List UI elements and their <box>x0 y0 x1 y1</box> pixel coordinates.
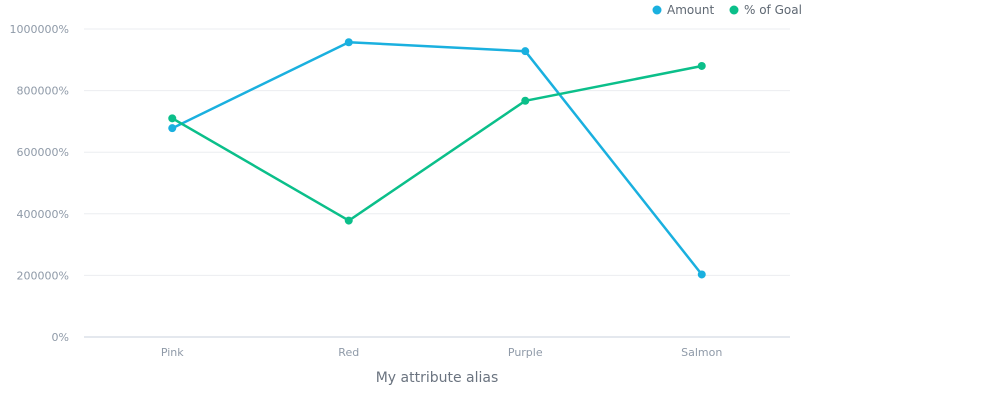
x-tick-label: Purple <box>508 346 543 359</box>
y-tick-label: 400000% <box>17 208 69 221</box>
x-axis-title: My attribute alias <box>376 370 499 386</box>
y-tick-label: 1000000% <box>10 23 69 36</box>
y-tick-label: 200000% <box>17 269 69 282</box>
y-tick-label: 600000% <box>17 146 69 159</box>
data-point[interactable] <box>697 270 706 279</box>
grid-lines <box>84 28 790 276</box>
x-axis: Pink Red Purple Salmon <box>161 346 723 359</box>
y-tick-label: 0% <box>52 331 69 344</box>
x-tick-label: Red <box>338 346 359 359</box>
data-point[interactable] <box>168 124 177 133</box>
data-point[interactable] <box>697 61 706 70</box>
series-layer <box>168 38 706 279</box>
data-point[interactable] <box>168 114 177 123</box>
data-point[interactable] <box>344 216 353 225</box>
series-line <box>171 40 704 276</box>
legend-item-label[interactable]: Amount <box>667 3 714 17</box>
y-axis: 0% 200000% 400000% 600000% 800000% 1000000% <box>10 23 69 344</box>
series-line <box>171 64 704 222</box>
series-1 <box>168 38 706 279</box>
legend: Amount % of Goal <box>652 3 802 17</box>
data-point[interactable] <box>521 47 530 56</box>
legend-marker <box>729 5 739 15</box>
legend-item-label[interactable]: % of Goal <box>744 3 802 17</box>
legend-marker <box>652 5 662 15</box>
x-tick-label: Pink <box>161 346 184 359</box>
data-point[interactable] <box>344 38 353 47</box>
series-2 <box>168 61 706 225</box>
y-tick-label: 800000% <box>17 85 69 98</box>
data-point[interactable] <box>521 96 530 105</box>
x-tick-label: Salmon <box>681 346 722 359</box>
